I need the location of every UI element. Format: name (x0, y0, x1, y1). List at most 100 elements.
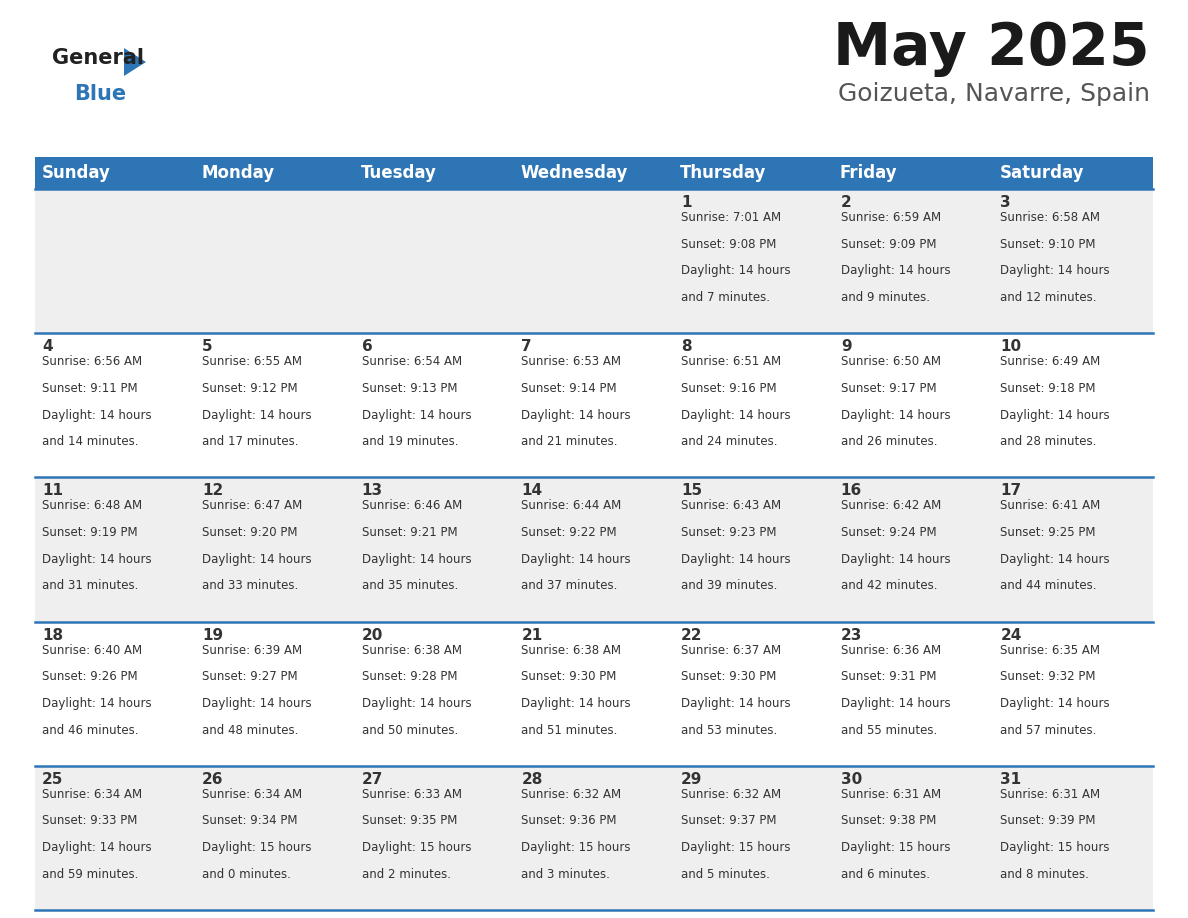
Text: Daylight: 14 hours: Daylight: 14 hours (361, 697, 472, 710)
Text: Monday: Monday (201, 164, 274, 182)
Text: Daylight: 15 hours: Daylight: 15 hours (361, 841, 472, 854)
Bar (34, 333, 195, 477)
Text: Daylight: 14 hours: Daylight: 14 hours (43, 553, 152, 565)
Text: and 53 minutes.: and 53 minutes. (681, 723, 777, 736)
Text: Sunset: 9:17 PM: Sunset: 9:17 PM (841, 382, 936, 395)
Text: Sunset: 9:32 PM: Sunset: 9:32 PM (1000, 670, 1097, 683)
Text: 30: 30 (841, 772, 862, 787)
Text: 25: 25 (43, 772, 64, 787)
Text: 22: 22 (681, 628, 702, 643)
Text: Sunrise: 6:47 AM: Sunrise: 6:47 AM (202, 499, 302, 512)
Text: 11: 11 (43, 484, 63, 498)
Text: Sunrise: 6:43 AM: Sunrise: 6:43 AM (681, 499, 782, 512)
Text: and 35 minutes.: and 35 minutes. (361, 579, 457, 592)
Text: Sunset: 9:30 PM: Sunset: 9:30 PM (681, 670, 777, 683)
Text: 31: 31 (1000, 772, 1022, 787)
Bar (514, 766, 674, 910)
Text: and 57 minutes.: and 57 minutes. (1000, 723, 1097, 736)
Bar (514, 621, 674, 766)
Text: and 46 minutes.: and 46 minutes. (43, 723, 139, 736)
Bar (514, 333, 674, 477)
Text: Sunset: 9:16 PM: Sunset: 9:16 PM (681, 382, 777, 395)
Text: 29: 29 (681, 772, 702, 787)
Text: 12: 12 (202, 484, 223, 498)
Text: Daylight: 14 hours: Daylight: 14 hours (681, 409, 791, 421)
Text: Sunset: 9:30 PM: Sunset: 9:30 PM (522, 670, 617, 683)
Bar (993, 477, 1154, 621)
Text: Sunrise: 6:34 AM: Sunrise: 6:34 AM (43, 788, 143, 800)
Text: 23: 23 (841, 628, 862, 643)
Text: and 33 minutes.: and 33 minutes. (202, 579, 298, 592)
Text: 21: 21 (522, 628, 543, 643)
Text: and 42 minutes.: and 42 minutes. (841, 579, 937, 592)
Text: Blue: Blue (74, 84, 126, 104)
Text: Daylight: 15 hours: Daylight: 15 hours (1000, 841, 1110, 854)
Text: Sunset: 9:14 PM: Sunset: 9:14 PM (522, 382, 617, 395)
Bar (993, 621, 1154, 766)
Text: 1: 1 (681, 195, 691, 210)
Text: 13: 13 (361, 484, 383, 498)
Text: Sunrise: 6:42 AM: Sunrise: 6:42 AM (841, 499, 941, 512)
Text: General: General (52, 48, 144, 68)
Text: Sunrise: 6:35 AM: Sunrise: 6:35 AM (1000, 644, 1100, 656)
Text: and 19 minutes.: and 19 minutes. (361, 435, 459, 448)
Text: and 50 minutes.: and 50 minutes. (361, 723, 457, 736)
Text: Sunset: 9:26 PM: Sunset: 9:26 PM (43, 670, 138, 683)
Text: Sunrise: 6:32 AM: Sunrise: 6:32 AM (522, 788, 621, 800)
Text: 9: 9 (841, 339, 852, 354)
Text: and 55 minutes.: and 55 minutes. (841, 723, 937, 736)
Text: 15: 15 (681, 484, 702, 498)
Bar (195, 621, 354, 766)
Text: 18: 18 (43, 628, 63, 643)
Bar (195, 766, 354, 910)
Text: Daylight: 14 hours: Daylight: 14 hours (43, 841, 152, 854)
Text: 8: 8 (681, 339, 691, 354)
Text: Wednesday: Wednesday (520, 164, 628, 182)
Text: Sunrise: 6:41 AM: Sunrise: 6:41 AM (1000, 499, 1101, 512)
Text: and 2 minutes.: and 2 minutes. (361, 868, 450, 881)
Text: Friday: Friday (840, 164, 898, 182)
Text: Sunrise: 6:38 AM: Sunrise: 6:38 AM (361, 644, 462, 656)
Text: and 48 minutes.: and 48 minutes. (202, 723, 298, 736)
Bar (195, 189, 354, 333)
Bar (674, 766, 834, 910)
Bar (834, 766, 993, 910)
Text: Sunset: 9:22 PM: Sunset: 9:22 PM (522, 526, 617, 539)
Bar (674, 621, 834, 766)
Text: Sunday: Sunday (42, 164, 110, 182)
Text: Goizueta, Navarre, Spain: Goizueta, Navarre, Spain (838, 82, 1150, 106)
Text: Daylight: 14 hours: Daylight: 14 hours (522, 553, 631, 565)
Bar (514, 189, 674, 333)
Bar (354, 477, 514, 621)
Text: Sunrise: 6:37 AM: Sunrise: 6:37 AM (681, 644, 782, 656)
Text: and 14 minutes.: and 14 minutes. (43, 435, 139, 448)
Text: and 3 minutes.: and 3 minutes. (522, 868, 611, 881)
Text: Daylight: 14 hours: Daylight: 14 hours (681, 553, 791, 565)
Text: Sunset: 9:19 PM: Sunset: 9:19 PM (43, 526, 138, 539)
Text: 27: 27 (361, 772, 383, 787)
Text: Sunset: 9:28 PM: Sunset: 9:28 PM (361, 670, 457, 683)
Text: Daylight: 14 hours: Daylight: 14 hours (681, 264, 791, 277)
Bar (354, 189, 514, 333)
Text: Daylight: 14 hours: Daylight: 14 hours (43, 697, 152, 710)
Text: Sunset: 9:20 PM: Sunset: 9:20 PM (202, 526, 297, 539)
Text: Sunrise: 6:54 AM: Sunrise: 6:54 AM (361, 355, 462, 368)
Text: and 44 minutes.: and 44 minutes. (1000, 579, 1097, 592)
Text: Daylight: 14 hours: Daylight: 14 hours (361, 409, 472, 421)
Bar (834, 189, 993, 333)
Text: 20: 20 (361, 628, 383, 643)
Text: Sunrise: 6:48 AM: Sunrise: 6:48 AM (43, 499, 143, 512)
Bar (34, 189, 195, 333)
Bar (993, 766, 1154, 910)
Text: 19: 19 (202, 628, 223, 643)
Text: and 59 minutes.: and 59 minutes. (43, 868, 139, 881)
Text: Sunrise: 6:49 AM: Sunrise: 6:49 AM (1000, 355, 1101, 368)
Text: Sunrise: 6:55 AM: Sunrise: 6:55 AM (202, 355, 302, 368)
Polygon shape (124, 48, 146, 76)
Text: and 6 minutes.: and 6 minutes. (841, 868, 930, 881)
Text: Sunset: 9:35 PM: Sunset: 9:35 PM (361, 814, 457, 827)
Bar (34, 766, 195, 910)
Text: Daylight: 14 hours: Daylight: 14 hours (522, 697, 631, 710)
Text: and 0 minutes.: and 0 minutes. (202, 868, 291, 881)
Text: Sunset: 9:31 PM: Sunset: 9:31 PM (841, 670, 936, 683)
